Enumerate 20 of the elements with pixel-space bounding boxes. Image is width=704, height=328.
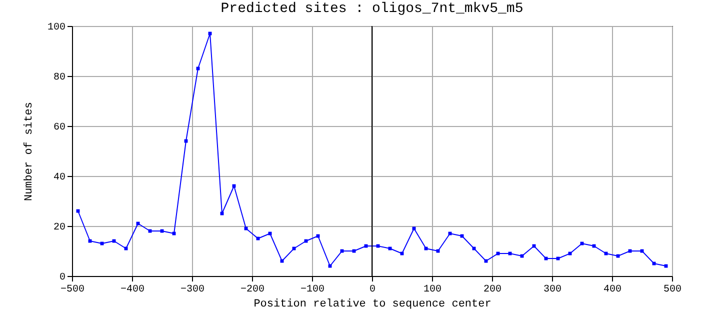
y-tick-label: 60 (53, 122, 66, 134)
y-tick-label: 100 (47, 22, 66, 34)
x-tick-label: 0 (369, 284, 376, 296)
x-tick-label: −400 (120, 284, 145, 296)
x-tick-label: 200 (483, 284, 502, 296)
x-axis-title: Position relative to sequence center (254, 298, 492, 310)
y-tick-label: 80 (53, 72, 66, 84)
y-tick-label: 40 (53, 172, 66, 184)
x-tick-label: −100 (300, 284, 325, 296)
x-tick-label: −200 (240, 284, 265, 296)
x-tick-label: 500 (663, 284, 682, 296)
y-tick-label: 0 (59, 272, 66, 284)
x-tick-label: −500 (60, 284, 85, 296)
y-axis-title: Number of sites (23, 102, 36, 202)
x-tick-label: 100 (423, 284, 442, 296)
x-tick-label: 400 (603, 284, 622, 296)
chart-title: Predicted sites : oligos_7nt_mkv5_m5 (220, 1, 524, 17)
y-tick-label: 20 (53, 222, 66, 234)
x-tick-label: −300 (180, 284, 205, 296)
x-tick-label: 300 (543, 284, 562, 296)
